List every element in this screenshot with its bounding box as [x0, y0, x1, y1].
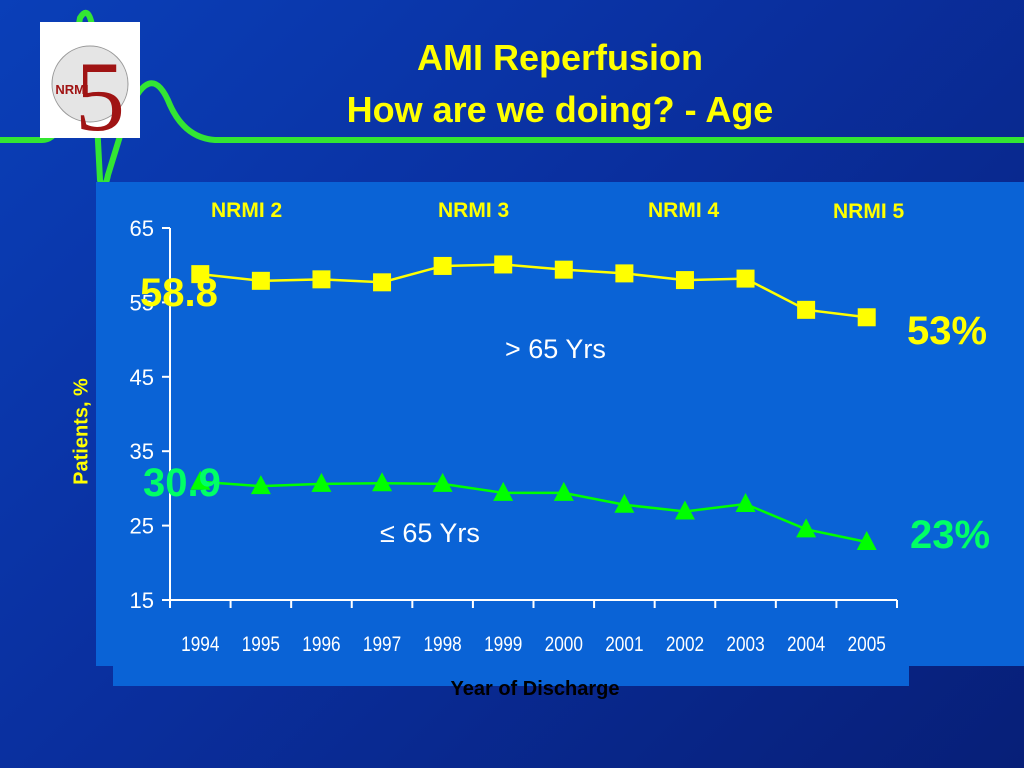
x-tick-label: 2002 [666, 634, 704, 657]
data-point-square [857, 308, 876, 327]
callout-over65-end: 53% [907, 309, 988, 353]
logo-numeral: 5 [75, 41, 125, 138]
callout-under65-start: 30.9 [143, 461, 221, 505]
nrmi5-logo: 5 NRMI [40, 22, 140, 152]
series-line-over65 [200, 263, 867, 319]
x-tick-label: 1997 [363, 634, 401, 657]
data-point-square [373, 273, 392, 292]
x-tick-label: 2005 [848, 634, 886, 657]
x-tick-label: 1995 [242, 634, 280, 657]
data-point-square [615, 264, 634, 283]
data-point-square [797, 300, 816, 319]
era-label-nrmi3: NRMI 3 [438, 199, 510, 222]
era-label-nrmi2: NRMI 2 [211, 199, 283, 222]
data-point-triangle [372, 472, 393, 492]
data-point-square [554, 260, 573, 279]
data-point-triangle [311, 472, 332, 492]
series-label-over65: > 65 Yrs [505, 334, 606, 364]
data-point-square [312, 270, 331, 289]
chart-panel-lower [113, 600, 909, 686]
y-tick-label: 55 [130, 290, 154, 315]
x-tick-label: 1994 [181, 634, 220, 657]
callout-under65-end: 23% [910, 513, 991, 557]
era-label-nrmi4: NRMI 4 [648, 199, 720, 222]
x-tick-label: 2004 [787, 634, 826, 657]
data-point-triangle [553, 481, 574, 501]
data-point-triangle [796, 518, 817, 538]
x-tick-label: 1999 [484, 634, 522, 657]
y-tick-label: 25 [130, 514, 154, 539]
data-point-square [251, 271, 270, 290]
y-axis-label: Patients, % [70, 378, 93, 485]
x-tick-label: 2003 [726, 634, 764, 657]
data-point-triangle [856, 530, 877, 550]
data-point-triangle [493, 481, 514, 501]
data-point-triangle [432, 472, 453, 492]
x-axis-label: Year of Discharge [450, 678, 620, 700]
data-point-square [191, 265, 210, 284]
slide-title-line-1: AMI Reperfusion [416, 37, 703, 78]
data-point-triangle [250, 475, 271, 495]
y-tick-label: 45 [130, 365, 154, 390]
data-point-square [675, 271, 694, 290]
x-tick-label: 2001 [605, 634, 643, 657]
data-point-square [433, 256, 452, 275]
x-tick-label: 1998 [423, 634, 461, 657]
series-line-under65 [200, 480, 867, 544]
y-tick-label: 35 [130, 439, 154, 464]
x-tick-label: 2000 [545, 634, 583, 657]
series-label-under65: ≤ 65 Yrs [380, 518, 480, 548]
slide-title-line-2: How are we doing? - Age [346, 89, 774, 130]
data-point-triangle [190, 470, 211, 490]
data-point-triangle [674, 500, 695, 520]
data-point-triangle [614, 493, 635, 513]
data-point-triangle [735, 493, 756, 513]
data-point-square [494, 255, 513, 274]
y-tick-label: 15 [130, 588, 154, 613]
callout-over65-start: 58.8 [140, 271, 218, 315]
logo-text: NRMI [55, 82, 88, 97]
data-point-square [736, 269, 755, 288]
era-label-nrmi5: NRMI 5 [833, 200, 905, 223]
y-tick-label: 65 [130, 216, 154, 241]
x-tick-label: 1996 [302, 634, 340, 657]
